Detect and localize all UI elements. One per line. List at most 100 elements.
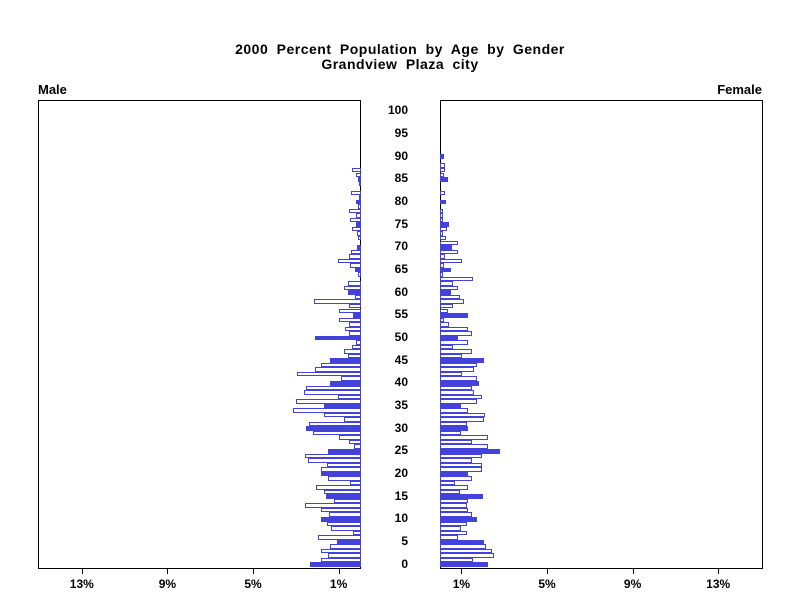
- female-pct-1-label: 1%: [452, 577, 471, 591]
- age-tick-label-15: 15: [394, 488, 408, 503]
- bar-female-age-51: [440, 331, 472, 336]
- bar-female-age-52: [440, 326, 468, 332]
- bar-male-age-0: [309, 562, 361, 567]
- bar-female-age-10: [440, 517, 478, 522]
- bar-female-age-2: [440, 553, 494, 558]
- bar-female-age-22: [440, 462, 482, 468]
- bar-female-age-45: [440, 358, 485, 363]
- bar-female-age-48: [440, 344, 454, 350]
- bar-male-age-25: [327, 449, 361, 454]
- bar-female-age-59: [440, 294, 460, 300]
- age-tick-label-35: 35: [394, 397, 408, 412]
- bar-male-age-86: [356, 172, 361, 178]
- bar-male-age-40: [330, 381, 361, 386]
- bar-male-age-45: [330, 358, 361, 363]
- bar-female-age-17: [440, 485, 468, 490]
- bar-female-age-9: [440, 521, 467, 527]
- bar-male-age-4: [329, 544, 361, 549]
- bar-male-age-47: [344, 349, 361, 354]
- bar-male-age-50: [314, 335, 361, 341]
- bar-female-age-47: [440, 349, 472, 354]
- bar-female-age-55: [440, 313, 469, 318]
- bar-male-age-65: [355, 267, 361, 273]
- bar-male-age-3: [320, 548, 361, 554]
- bar-male-age-81: [358, 195, 361, 200]
- female-pct-13-tick: [718, 569, 720, 574]
- bar-male-age-55: [352, 313, 361, 318]
- bar-female-age-73: [440, 231, 444, 236]
- bar-female-age-65: [440, 267, 451, 273]
- bar-male-age-34: [292, 408, 361, 413]
- bar-male-age-67: [337, 258, 361, 264]
- age-tick-label-60: 60: [394, 284, 408, 299]
- bar-male-age-62: [347, 281, 361, 286]
- age-tick-label-25: 25: [394, 443, 408, 458]
- age-tick-label-5: 5: [401, 533, 408, 548]
- male-panel-label: Male: [38, 82, 67, 97]
- bar-female-age-68: [440, 254, 445, 259]
- bar-male-age-78: [349, 208, 361, 214]
- bar-male-age-10: [321, 517, 361, 522]
- male-pct-13-label: 13%: [69, 577, 94, 591]
- bar-female-age-66: [440, 263, 445, 268]
- bar-female-age-69: [440, 249, 458, 255]
- bar-female-age-4: [440, 544, 487, 549]
- bar-female-age-71: [440, 240, 459, 246]
- bar-male-age-26: [353, 444, 361, 449]
- bar-male-age-2: [327, 553, 361, 558]
- bar-male-age-39: [306, 385, 361, 391]
- bar-male-age-84: [358, 181, 361, 187]
- bar-male-age-6: [317, 535, 361, 540]
- bar-female-age-12: [440, 507, 468, 513]
- male-bars-panel: [38, 100, 361, 569]
- bar-male-age-72: [358, 235, 361, 241]
- age-tick-label-75: 75: [394, 216, 408, 231]
- male-pct-5-tick: [253, 569, 254, 574]
- bar-male-age-33: [323, 412, 361, 418]
- bar-male-age-28: [339, 435, 361, 440]
- bar-male-age-20: [320, 471, 361, 477]
- age-tick-label-90: 90: [394, 148, 408, 163]
- bar-male-age-64: [357, 272, 361, 277]
- female-pct-9-label: 9%: [623, 577, 642, 591]
- age-tick-label-95: 95: [394, 126, 408, 140]
- female-pct-1-tick: [461, 569, 463, 574]
- bar-female-age-75: [440, 222, 449, 227]
- chart-subtitle: Grandview Plaza city: [321, 56, 479, 72]
- bar-male-age-21: [321, 467, 361, 472]
- bar-male-age-57: [349, 303, 361, 309]
- bar-female-age-49: [440, 340, 468, 345]
- bar-female-age-53: [440, 322, 449, 327]
- bar-female-age-40: [440, 381, 480, 386]
- bar-male-age-52: [345, 326, 361, 332]
- bar-male-age-30: [306, 426, 361, 431]
- bar-female-age-70: [440, 245, 453, 250]
- bar-male-age-32: [344, 417, 361, 422]
- age-tick-label-85: 85: [394, 171, 408, 186]
- bar-male-age-46: [347, 353, 361, 359]
- bar-male-age-48: [351, 344, 361, 350]
- bar-female-age-44: [440, 362, 477, 368]
- bar-female-age-21: [440, 467, 482, 472]
- bar-male-age-43: [315, 367, 361, 372]
- bar-female-age-86: [440, 172, 445, 178]
- bar-female-age-76: [440, 217, 444, 223]
- bar-female-age-85: [440, 177, 448, 182]
- bar-female-age-36: [440, 399, 477, 404]
- bar-male-age-59: [355, 294, 361, 300]
- bar-male-age-53: [349, 322, 361, 327]
- bar-female-age-16: [440, 489, 460, 495]
- age-tick-label-45: 45: [394, 352, 408, 367]
- bar-male-age-24: [305, 453, 361, 459]
- age-tick-label-65: 65: [394, 262, 408, 276]
- bar-male-age-49: [356, 340, 361, 345]
- bar-male-age-76: [350, 217, 361, 223]
- male-pct-1-tick: [338, 569, 340, 574]
- bar-male-age-68: [349, 254, 361, 259]
- bar-female-age-1: [440, 557, 474, 563]
- bar-female-age-25: [440, 449, 500, 454]
- bar-female-age-20: [440, 471, 468, 477]
- bar-female-age-32: [440, 417, 485, 422]
- bar-male-age-16: [324, 489, 361, 495]
- bar-female-age-39: [440, 385, 472, 391]
